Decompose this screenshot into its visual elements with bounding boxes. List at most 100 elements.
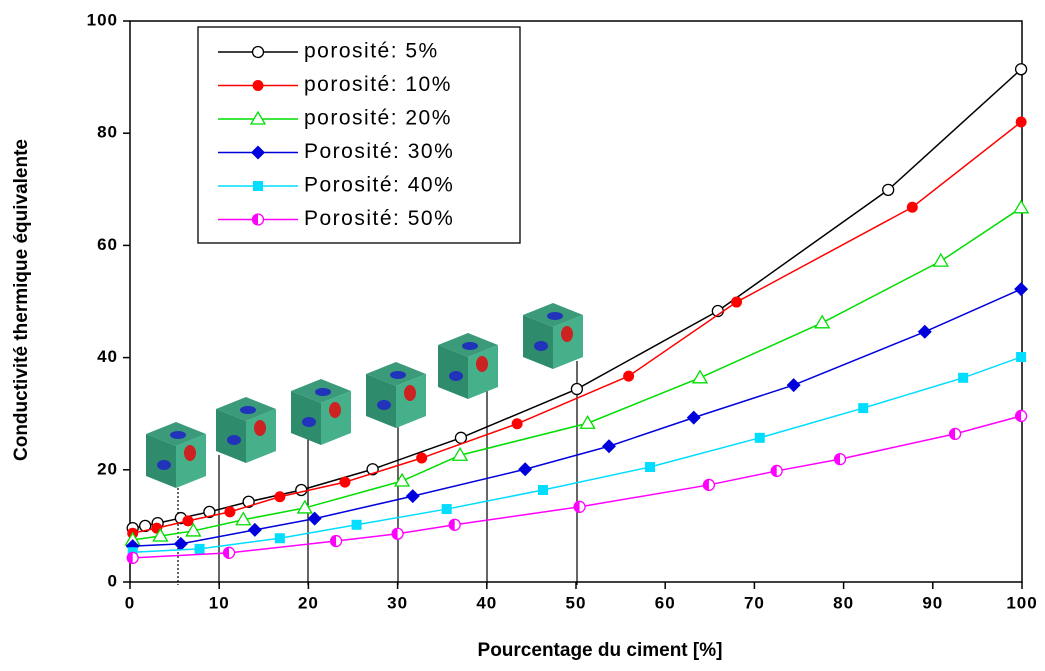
marker-half bbox=[392, 528, 398, 540]
marker-half bbox=[574, 501, 580, 513]
data-point bbox=[152, 527, 169, 542]
data-point bbox=[451, 446, 469, 461]
cube-spot bbox=[157, 460, 171, 470]
marker bbox=[814, 314, 831, 329]
marker bbox=[274, 491, 286, 503]
marker bbox=[1012, 199, 1030, 214]
marker-half bbox=[771, 465, 777, 477]
data-point bbox=[252, 80, 264, 91]
data-point bbox=[573, 500, 586, 513]
marker bbox=[152, 527, 169, 542]
data-point bbox=[702, 478, 716, 492]
data-point bbox=[1014, 409, 1028, 423]
marker-half bbox=[252, 214, 258, 225]
marker bbox=[251, 145, 265, 160]
x-tick-label: 100 bbox=[1006, 593, 1037, 612]
marker bbox=[917, 324, 932, 339]
y-axis-title: Conductivité thermique équivalente bbox=[11, 139, 32, 461]
data-point bbox=[224, 506, 236, 518]
marker bbox=[645, 461, 656, 472]
series-line bbox=[132, 207, 1022, 541]
legend-label: Porosité: 50% bbox=[304, 207, 454, 230]
cube-face bbox=[321, 391, 351, 445]
marker-half bbox=[834, 453, 841, 465]
data-point bbox=[882, 183, 895, 197]
data-point bbox=[570, 382, 584, 396]
cube-spot bbox=[377, 400, 391, 410]
cube-spot bbox=[315, 388, 331, 396]
data-point bbox=[1014, 63, 1028, 76]
y-tick-label: 60 bbox=[97, 235, 118, 254]
data-point bbox=[194, 543, 205, 554]
marker bbox=[1015, 116, 1027, 128]
x-tick-label: 0 bbox=[125, 593, 135, 612]
data-point bbox=[454, 431, 468, 444]
data-point bbox=[173, 536, 188, 551]
data-point bbox=[296, 499, 313, 514]
x-tick-label: 90 bbox=[922, 593, 943, 612]
marker bbox=[274, 533, 285, 544]
x-tick-label: 80 bbox=[833, 593, 854, 612]
data-point bbox=[391, 527, 404, 540]
data-point bbox=[274, 491, 286, 503]
marker-half bbox=[330, 535, 337, 547]
data-point bbox=[645, 461, 656, 472]
data-point bbox=[691, 369, 709, 384]
marker bbox=[185, 522, 202, 537]
marker bbox=[173, 536, 188, 551]
data-point bbox=[1016, 352, 1027, 363]
cube-face bbox=[246, 409, 276, 463]
data-point bbox=[770, 464, 783, 478]
data-point bbox=[405, 489, 420, 504]
legend-label: Porosité: 40% bbox=[304, 174, 454, 197]
data-point bbox=[948, 427, 962, 441]
data-point bbox=[833, 452, 847, 466]
data-point bbox=[339, 476, 351, 488]
data-point bbox=[126, 551, 139, 565]
cube-spot bbox=[462, 342, 478, 350]
marker bbox=[251, 45, 265, 59]
marker bbox=[686, 410, 701, 425]
data-point bbox=[351, 519, 362, 530]
data-point bbox=[786, 378, 801, 393]
marker-half bbox=[127, 552, 133, 564]
cube-spot bbox=[184, 445, 196, 461]
x-tick-label: 50 bbox=[566, 593, 587, 612]
data-point bbox=[518, 462, 533, 477]
cube-face bbox=[553, 315, 583, 369]
y-tick-label: 0 bbox=[108, 571, 118, 590]
data-point bbox=[247, 522, 262, 537]
data-point bbox=[602, 439, 617, 454]
legend-label: porosité: 5% bbox=[304, 40, 439, 63]
data-point bbox=[393, 472, 411, 487]
data-point bbox=[222, 546, 236, 559]
legend-label: porosité: 20% bbox=[304, 107, 452, 130]
data-point bbox=[416, 452, 428, 464]
x-tick-label: 30 bbox=[387, 593, 408, 612]
marker bbox=[451, 446, 469, 461]
marker bbox=[247, 522, 262, 537]
marker bbox=[1014, 282, 1029, 297]
data-point bbox=[1012, 199, 1030, 214]
data-point bbox=[858, 403, 869, 414]
marker bbox=[1014, 63, 1028, 76]
marker bbox=[182, 515, 194, 527]
cube-face bbox=[176, 434, 206, 488]
x-tick-label: 60 bbox=[655, 593, 676, 612]
x-tick-label: 10 bbox=[209, 593, 230, 612]
data-point bbox=[906, 201, 918, 213]
cube-face bbox=[396, 374, 426, 428]
data-point bbox=[511, 418, 523, 430]
marker-half bbox=[703, 479, 709, 491]
x-tick-label: 70 bbox=[744, 593, 765, 612]
marker bbox=[570, 382, 584, 396]
data-point bbox=[623, 370, 635, 382]
marker bbox=[296, 499, 313, 514]
marker bbox=[249, 110, 267, 125]
marker bbox=[691, 369, 709, 384]
data-point bbox=[295, 483, 308, 497]
marker bbox=[253, 181, 263, 191]
marker bbox=[518, 462, 533, 477]
data-point bbox=[441, 504, 452, 515]
